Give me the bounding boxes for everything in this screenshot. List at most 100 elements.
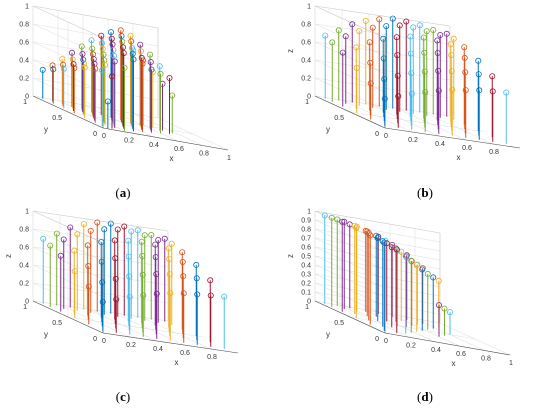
x-tick-label: 0.6 [180,350,190,357]
x-tick-label: 0.8 [489,149,499,156]
y-tick-label: 0 [375,336,379,343]
stem-marker [475,71,482,78]
grid-line [314,23,386,57]
stem-marker [138,238,145,245]
stem-marker [194,291,201,298]
stem-marker [53,230,60,237]
x-tick-label: 0 [384,133,388,140]
stem-marker [369,24,376,31]
stem-marker [407,50,414,57]
stem-marker [153,290,160,297]
stem-marker [92,65,99,72]
x-tick-label: 0.6 [462,145,472,152]
grid-line [314,95,451,117]
stem-marker [435,87,442,94]
stem-marker [118,33,125,40]
stem-marker [341,218,348,225]
stem-marker [139,271,146,278]
grid-line [314,41,451,63]
z-tick-label: 0.8 [301,22,311,29]
stem-marker [111,58,118,65]
stem-marker [448,52,455,59]
x-axis-label: x [452,359,456,368]
stem-marker [410,24,417,31]
stem-marker [379,238,386,245]
stem-marker [84,242,91,249]
z-tick-label: 0.4 [301,263,311,270]
stem-marker [111,52,118,59]
stem-marker [71,65,78,72]
stem-marker [99,40,106,47]
stem-marker [49,62,56,69]
stem-marker [476,87,483,94]
stem-marker [416,22,423,29]
stem-marker [108,35,115,42]
stem-marker [79,51,86,58]
panel-label-letter: a [120,185,127,200]
y-tick-label: 0 [375,131,379,138]
stem-marker [99,298,106,305]
stem-marker [112,275,119,282]
z-tick-label: 0.8 [19,227,29,234]
y-tick-label: 1 [23,304,27,311]
y-tick-label: 1 [23,99,27,106]
stem-marker [155,236,162,243]
stem-marker [441,305,448,312]
stem-marker [67,224,74,231]
stem-marker [489,88,496,95]
stem-marker [193,261,200,268]
stem-marker [39,66,46,73]
stem-marker [57,252,64,259]
stem-marker [435,302,442,309]
stem-marker [408,70,415,77]
stem-marker [328,214,335,221]
x-tick-label: 0.8 [481,356,491,363]
stem-marker [443,30,450,37]
y-axis-label: y [44,330,48,339]
z-tick-label: 0.2 [19,281,29,288]
stem-marker [430,26,437,33]
z-tick-label: 0.6 [301,245,311,252]
grid-line [32,282,169,304]
stem-marker [503,89,510,96]
stem-marker [408,90,415,97]
z-tick-label: 0.6 [19,245,29,252]
x-tick-label: 1 [509,360,513,367]
grid-line [314,59,386,93]
box-edge [314,5,451,27]
stem-marker [94,219,101,226]
stem-marker [121,223,128,230]
y-tick-label: 0.5 [334,320,344,327]
stem-marker [420,34,427,41]
stem-marker [403,18,410,25]
stem-marker [99,45,106,52]
stem-marker [130,56,137,63]
stem-marker [59,56,66,63]
stem-marker [71,268,78,275]
stem-marker [147,59,154,66]
stem-marker [108,29,115,36]
stem-marker [87,227,94,234]
stem-marker [335,27,342,34]
z-tick-label: 0.8 [301,227,311,234]
x-tick-label: 0.2 [406,342,416,349]
z-axis-label: z [286,49,295,53]
stem-marker [60,65,67,72]
x-tick-label: 0.4 [153,346,163,353]
stem-marker [125,253,132,260]
stem-marker [120,44,127,51]
stem-marker [334,216,341,223]
stem-marker [161,235,168,242]
z-tick-label: 0.5 [301,254,311,261]
stem-marker [110,47,117,54]
stem-marker [141,232,148,239]
z-tick-label: 0.2 [301,76,311,83]
stem-marker [381,239,388,246]
z-tick-label: 0.3 [301,272,311,279]
stem-marker [322,32,329,39]
stem-marker [339,49,346,56]
stem-marker [339,218,346,225]
stem-marker [462,69,469,76]
stem-marker [448,68,455,75]
